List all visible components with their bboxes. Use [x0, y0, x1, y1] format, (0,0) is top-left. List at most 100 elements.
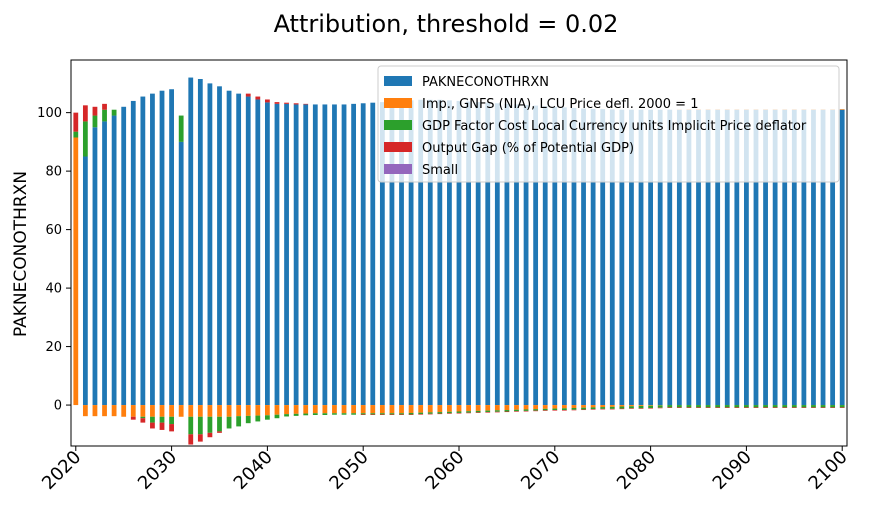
bar-segment [753, 407, 759, 408]
bar-segment [341, 413, 347, 415]
x-tick-label: 2080 [613, 447, 660, 494]
bar-segment [600, 109, 606, 406]
bar-segment [121, 106, 127, 406]
bar-segment [571, 405, 577, 408]
bar-segment [150, 93, 155, 406]
bar-segment [485, 102, 491, 406]
bar-segment [523, 409, 529, 411]
bar-segment [82, 105, 88, 122]
legend-label: Output Gap (% of Potential GDP) [422, 141, 634, 156]
bar-segment [763, 407, 768, 408]
bar-segment [303, 413, 309, 416]
bar-segment [839, 109, 845, 110]
bar-segment [293, 104, 299, 406]
bar-segment [600, 407, 606, 409]
bar-segment [715, 405, 721, 408]
bar-segment [255, 415, 261, 422]
bar-segment [169, 89, 174, 406]
bar-segment [427, 413, 433, 415]
bar-segment [619, 405, 625, 407]
bar-segment [255, 405, 261, 416]
bar-segment [552, 405, 558, 409]
x-tick-label: 2040 [230, 447, 277, 494]
bar-segment [284, 405, 289, 415]
bar-segment [140, 418, 146, 423]
bar-segment [485, 412, 491, 413]
bar-segment [188, 77, 194, 406]
bar-segment [293, 103, 299, 105]
bar-segment [92, 115, 98, 128]
bar-segment [638, 405, 644, 406]
bar-segment [226, 90, 232, 406]
bar-segment [456, 412, 462, 414]
bar-segment [92, 127, 98, 406]
bar-segment [801, 407, 807, 408]
bar-segment [207, 83, 213, 406]
legend-label: Small [422, 163, 458, 178]
bar-segment [667, 407, 673, 408]
bar-segment [581, 405, 586, 408]
bar-segment [456, 411, 462, 413]
bar-segment [791, 405, 797, 408]
bar-segment [236, 93, 242, 406]
bar-segment [399, 100, 404, 406]
bar-segment [705, 405, 711, 408]
bar-segment [360, 103, 366, 406]
bar-segment [581, 407, 586, 410]
bar-segment [533, 405, 539, 410]
bar-segment [485, 405, 491, 411]
bar-segment [676, 405, 682, 408]
bar-segment [744, 109, 749, 406]
bar-segment [466, 405, 471, 412]
bar-segment [341, 104, 347, 406]
bar-segment [379, 413, 385, 415]
bar-segment [207, 432, 213, 438]
bar-segment [801, 109, 807, 406]
bar-segment [274, 405, 280, 415]
legend-label: GDP Factor Cost Local Currency units Imp… [422, 119, 807, 134]
bar-segment [140, 416, 146, 419]
bar-segment [619, 406, 625, 409]
bar-segment [552, 106, 558, 406]
legend-swatch [384, 120, 412, 130]
bar-segment [571, 107, 577, 406]
bar-segment [226, 405, 232, 417]
bar-segment [686, 407, 692, 408]
bar-segment [820, 407, 826, 408]
chart-title: Attribution, threshold = 0.02 [274, 10, 619, 38]
bar-segment [820, 109, 826, 406]
bar-segment [140, 96, 146, 406]
bar-segment [150, 405, 155, 417]
bar-segment [370, 413, 376, 415]
bar-segment [188, 416, 194, 435]
bar-segment [159, 422, 165, 430]
bar-segment [236, 405, 242, 417]
bar-segment [590, 108, 596, 406]
bar-segment [360, 414, 366, 415]
bar-segment [408, 405, 414, 413]
bar-segment [504, 410, 510, 412]
bar-segment [102, 121, 107, 406]
bar-segment [542, 405, 548, 409]
bar-segment [475, 102, 481, 406]
bar-segment [408, 412, 414, 415]
bar-segment [303, 104, 309, 406]
bar-segment [600, 405, 606, 408]
bar-segment [159, 90, 165, 406]
bar-segment [744, 407, 749, 408]
bar-segment [715, 407, 721, 408]
bar-segment [782, 405, 788, 408]
bar-segment [648, 405, 653, 408]
bar-segment [437, 405, 443, 413]
bar-segment [744, 405, 749, 408]
bar-segment [437, 413, 443, 415]
bar-segment [609, 109, 615, 406]
bar-segment [447, 405, 452, 412]
bar-segment [830, 109, 836, 406]
bar-segment [360, 405, 366, 414]
bar-segment [370, 414, 376, 415]
bar-segment [265, 415, 270, 420]
bar-segment [82, 405, 88, 417]
bar-segment [494, 405, 500, 411]
bar-segment [303, 103, 309, 105]
